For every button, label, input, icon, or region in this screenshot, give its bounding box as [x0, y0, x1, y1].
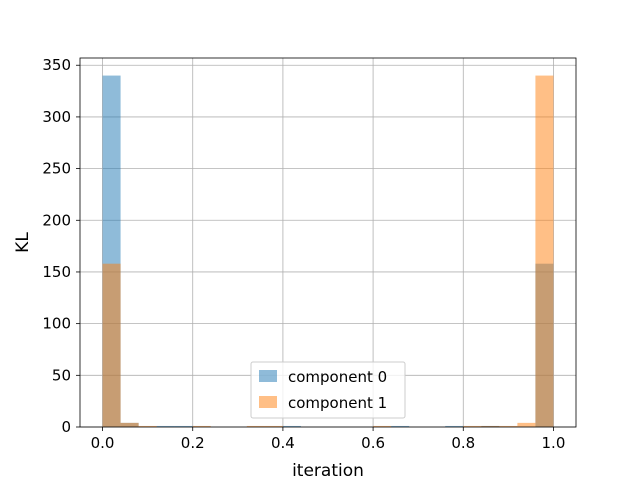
x-axis-ticks: 0.0 0.2 0.4 0.6 0.8 1.0 — [91, 427, 566, 452]
x-tick-label-2: 0.4 — [271, 434, 295, 452]
y-tick-label-6: 300 — [42, 108, 71, 126]
grid — [80, 58, 576, 428]
y-axis-ticks: 0 50 100 150 200 250 300 350 — [42, 56, 80, 436]
bar-component-1-bin-23 — [517, 422, 536, 427]
bar-component-0-bin-4 — [174, 425, 193, 427]
y-axis-label: KL — [13, 232, 33, 253]
plot-frame — [79, 57, 577, 428]
bar-component-1-bin-24 — [535, 75, 554, 428]
x-tick-label-4: 0.8 — [451, 434, 475, 452]
bar-component-0-bin-16 — [391, 425, 410, 427]
bar-component-1-bin-20 — [463, 425, 482, 427]
x-axis-label: iteration — [292, 461, 364, 480]
x-tick-label-3: 0.6 — [361, 434, 385, 452]
bar-component-1-bin-15 — [373, 425, 392, 427]
bar-component-1-bin-5 — [192, 425, 211, 427]
series-component-1-bars — [102, 75, 554, 428]
bar-component-0-bin-3 — [156, 425, 175, 427]
bar-component-0-bin-19 — [445, 425, 464, 427]
bar-component-1-bin-2 — [138, 425, 157, 427]
y-tick-label-2: 100 — [42, 315, 71, 333]
bar-component-1-bin-0 — [102, 263, 121, 427]
bar-component-1-bin-21 — [481, 425, 500, 427]
y-tick-label-5: 250 — [42, 160, 71, 178]
legend-label-component-0: component 0 — [288, 368, 387, 386]
x-tick-label-0: 0.0 — [91, 434, 115, 452]
bar-component-0-bin-10 — [282, 425, 301, 427]
y-tick-label-7: 350 — [42, 56, 71, 74]
bar-component-1-bin-8 — [246, 425, 265, 427]
bar-component-1-bin-1 — [120, 422, 139, 427]
legend-box — [250, 361, 406, 419]
y-tick-label-0: 0 — [61, 418, 71, 436]
bar-component-1-bin-22 — [499, 425, 518, 427]
y-tick-label-1: 50 — [52, 366, 71, 384]
x-tick-label-1: 0.2 — [181, 434, 205, 452]
legend-label-component-1: component 1 — [288, 394, 387, 412]
legend: component 0 component 1 — [250, 361, 406, 419]
y-tick-label-3: 150 — [42, 263, 71, 281]
x-tick-label-5: 1.0 — [542, 434, 566, 452]
bar-component-1-bin-9 — [264, 425, 283, 427]
legend-swatch-component-0 — [259, 370, 277, 382]
y-tick-label-4: 200 — [42, 211, 71, 229]
legend-swatch-component-1 — [259, 396, 277, 408]
